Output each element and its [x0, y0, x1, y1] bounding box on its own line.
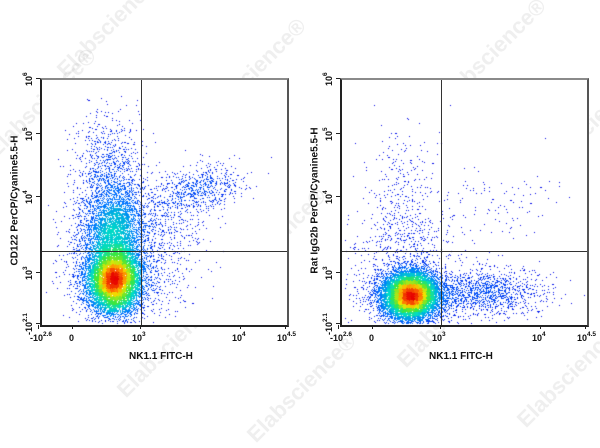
quadrant-gate-horizontal[interactable]	[42, 251, 287, 252]
y-tick-label: 106	[22, 72, 34, 86]
y-tick-label: 103	[322, 266, 334, 280]
x-axis-label: NK1.1 FITC-H	[429, 351, 493, 362]
y-tick-label: 105	[322, 127, 334, 141]
y-tick-label: 104	[322, 190, 334, 204]
quadrant-gate-horizontal[interactable]	[342, 251, 587, 252]
y-tick-mark	[36, 78, 40, 79]
y-axis-label: CD122 PerCP/Cyanine5.5-H	[9, 135, 21, 266]
x-tick-label: -102.6	[330, 331, 353, 343]
y-tick-label: -102.1	[322, 312, 334, 335]
x-tick-mark	[440, 325, 441, 329]
x-tick-mark	[38, 325, 39, 329]
x-tick-mark	[285, 325, 286, 329]
x-tick-label: 0	[369, 333, 375, 343]
x-tick-mark	[240, 325, 241, 329]
y-tick-label: 104	[22, 190, 34, 204]
y-tick-mark	[336, 196, 340, 197]
x-tick-label: 0	[69, 333, 75, 343]
x-tick-mark	[72, 325, 73, 329]
x-axis-label: NK1.1 FITC-H	[129, 351, 193, 362]
x-tick-label: 103	[132, 331, 146, 343]
x-tick-label: 103	[432, 331, 446, 343]
x-tick-label: -102.6	[30, 331, 53, 343]
x-tick-mark	[585, 325, 586, 329]
x-tick-label: 104.5	[577, 331, 597, 343]
density-scatter	[342, 80, 587, 325]
x-tick-label: 104.5	[277, 331, 297, 343]
y-tick-mark	[36, 272, 40, 273]
plot-area	[40, 78, 289, 327]
x-tick-mark	[338, 325, 339, 329]
x-tick-label: 104	[232, 331, 246, 343]
y-tick-mark	[36, 133, 40, 134]
y-tick-mark	[336, 272, 340, 273]
flow-plot-isotype: Rat IgG2b PerCP/Cyanine5.5-H	[300, 0, 600, 427]
x-tick-mark	[372, 325, 373, 329]
x-tick-mark	[540, 325, 541, 329]
x-tick-mark	[140, 325, 141, 329]
quadrant-gate-vertical[interactable]	[441, 80, 442, 325]
y-tick-label: 106	[322, 72, 334, 86]
x-tick-label: 104	[532, 331, 546, 343]
y-tick-mark	[336, 323, 340, 324]
flow-plot-cd122: CD122 PerCP/Cyanine5.5-H	[0, 0, 300, 427]
y-tick-label: 103	[22, 266, 34, 280]
density-scatter	[42, 80, 287, 325]
y-tick-mark	[336, 133, 340, 134]
y-tick-label: -102.1	[22, 312, 34, 335]
y-tick-mark	[336, 78, 340, 79]
y-tick-mark	[36, 323, 40, 324]
quadrant-gate-vertical[interactable]	[141, 80, 142, 325]
y-axis-label: Rat IgG2b PerCP/Cyanine5.5-H	[309, 127, 321, 274]
y-tick-mark	[36, 196, 40, 197]
plot-area	[340, 78, 589, 327]
y-tick-label: 105	[22, 127, 34, 141]
